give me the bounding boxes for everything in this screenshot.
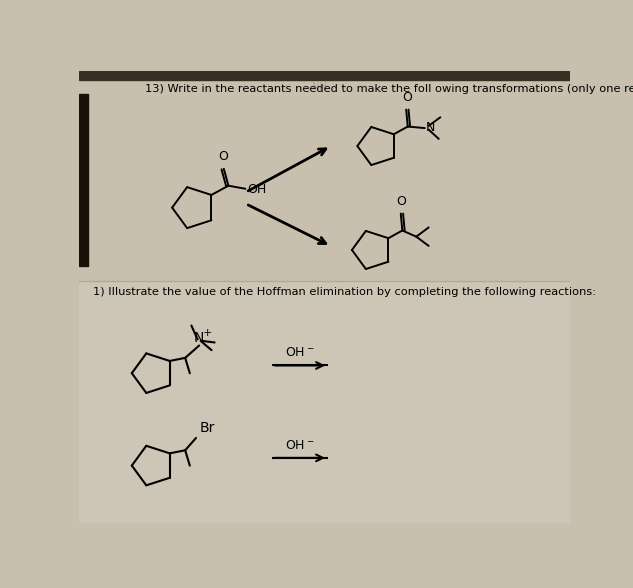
Text: N: N xyxy=(425,121,435,134)
Text: NH: NH xyxy=(312,82,327,92)
Text: +: + xyxy=(203,328,213,338)
Bar xyxy=(79,93,89,266)
Text: O: O xyxy=(402,91,412,104)
Bar xyxy=(79,281,570,523)
Text: OH$^-$: OH$^-$ xyxy=(284,346,314,359)
Text: Br: Br xyxy=(199,421,215,435)
Text: OH$^-$: OH$^-$ xyxy=(284,439,314,452)
Text: 13) Write in the reactants needed to make the foll owing transformations (only o: 13) Write in the reactants needed to mak… xyxy=(145,83,633,93)
Text: OH: OH xyxy=(247,183,266,196)
Text: O: O xyxy=(218,149,228,163)
Bar xyxy=(79,71,570,281)
Text: O: O xyxy=(397,195,406,208)
Text: N: N xyxy=(194,331,204,345)
Text: 1) Illustrate the value of the Hoffman elimination by completing the following r: 1) Illustrate the value of the Hoffman e… xyxy=(93,288,596,298)
Bar xyxy=(79,71,570,80)
